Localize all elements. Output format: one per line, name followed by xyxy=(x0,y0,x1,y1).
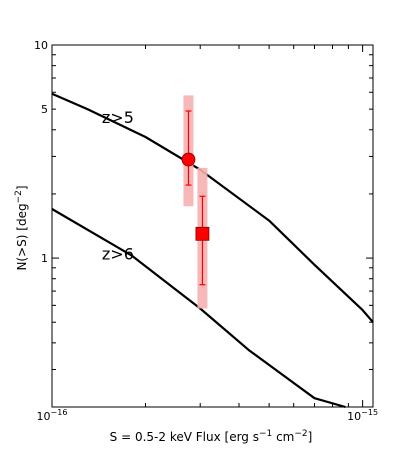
y-axis-label-sup: −2 xyxy=(14,190,24,203)
data-point-z6 xyxy=(195,226,210,241)
plot-content: z>5 z>6 xyxy=(51,92,374,409)
x-axis-label-mid: cm xyxy=(272,430,294,444)
series-line-z6 xyxy=(51,208,346,409)
x-tick-label: 10−16 xyxy=(37,408,68,423)
x-axis-label-end: ] xyxy=(308,430,313,444)
annotation-z6: z>6 xyxy=(102,245,134,264)
series-line-z5 xyxy=(51,92,374,323)
x-axis-label: S = 0.5-2 keV Flux [erg s−1 cm−2] xyxy=(110,429,313,444)
y-axis-label: N(>S) [deg−2] xyxy=(14,185,29,270)
x-tick-label: 10−15 xyxy=(347,408,378,423)
x-axis-label-sup1: −1 xyxy=(259,429,272,439)
x-axis-label-main: S = 0.5-2 keV Flux [erg s xyxy=(110,430,259,444)
y-axis-label-end: ] xyxy=(15,185,29,190)
annotation-z5: z>5 xyxy=(102,108,134,127)
y-tick-label: 5 xyxy=(41,103,48,116)
y-tick-label: 1 xyxy=(41,252,48,265)
y-axis-label-main: N(>S) [deg xyxy=(15,203,29,270)
axes: 10 5 1 10−16 10−15 xyxy=(34,39,378,423)
data-point-z5 xyxy=(181,152,196,167)
x-axis-label-sup2: −2 xyxy=(294,429,307,439)
plot-frame xyxy=(51,44,374,408)
y-tick-label: 10 xyxy=(34,39,48,52)
